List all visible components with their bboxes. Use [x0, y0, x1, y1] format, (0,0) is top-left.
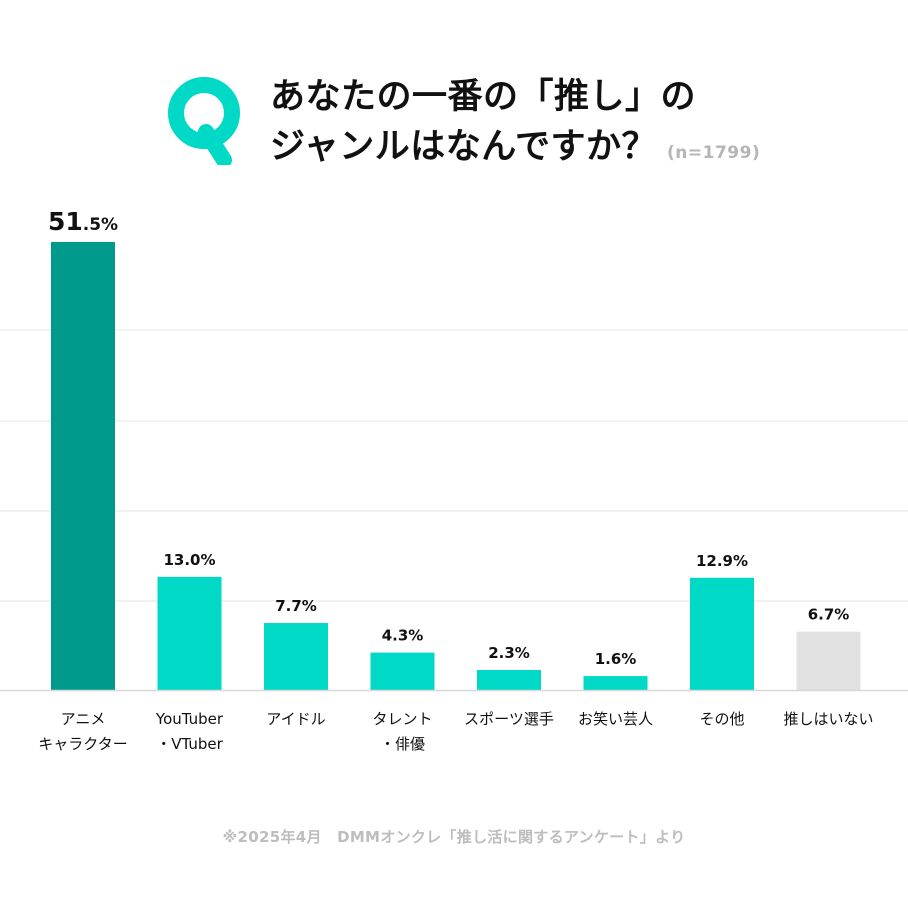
data-label: 13.0%: [163, 551, 215, 569]
data-label: 4.3%: [382, 627, 424, 645]
q-letter-icon: [168, 77, 240, 165]
category-label: その他: [699, 710, 744, 728]
bar: [690, 577, 754, 690]
category-label: アイドル: [266, 710, 325, 728]
category-label: タレント: [372, 710, 432, 728]
data-label: 1.6%: [595, 650, 637, 668]
category-label: アニメ: [61, 710, 106, 728]
data-label-integer: 51: [48, 207, 83, 236]
data-label: 6.7%: [808, 606, 850, 624]
category-label: キャラクター: [38, 735, 127, 753]
sample-size: (n=1799): [667, 143, 761, 163]
bar: [477, 669, 541, 690]
category-label: ・俳優: [380, 735, 425, 753]
title-line-2: ジャンルはなんですか？ (n=1799): [270, 122, 890, 178]
category-label: 推しはいない: [783, 710, 873, 728]
bar: [264, 623, 328, 690]
bar: [51, 242, 115, 690]
source-footnote: ※2025年4月 DMMオンクレ「推し活に関するアンケート」より: [222, 828, 686, 846]
data-label: 2.3%: [488, 644, 530, 662]
category-label: スポーツ選手: [464, 710, 554, 728]
category-label: YouTuber: [155, 710, 224, 728]
bar: [370, 652, 435, 690]
bar: [157, 576, 222, 690]
bar: [796, 631, 861, 690]
bar: [583, 676, 648, 690]
category-label: ・VTuber: [156, 735, 223, 753]
data-label: 12.9%: [696, 552, 748, 570]
category-label: お笑い芸人: [578, 710, 653, 728]
data-label: 51.5%: [48, 207, 118, 236]
title-line-2-text: ジャンルはなんですか？: [270, 127, 658, 167]
title-line-1: あなたの一番の「推し」の: [270, 77, 697, 117]
question-title: あなたの一番の「推し」の ジャンルはなんですか？ (n=1799): [270, 72, 890, 178]
data-label: 7.7%: [275, 597, 317, 615]
data-label-decimal: .5%: [83, 215, 118, 235]
